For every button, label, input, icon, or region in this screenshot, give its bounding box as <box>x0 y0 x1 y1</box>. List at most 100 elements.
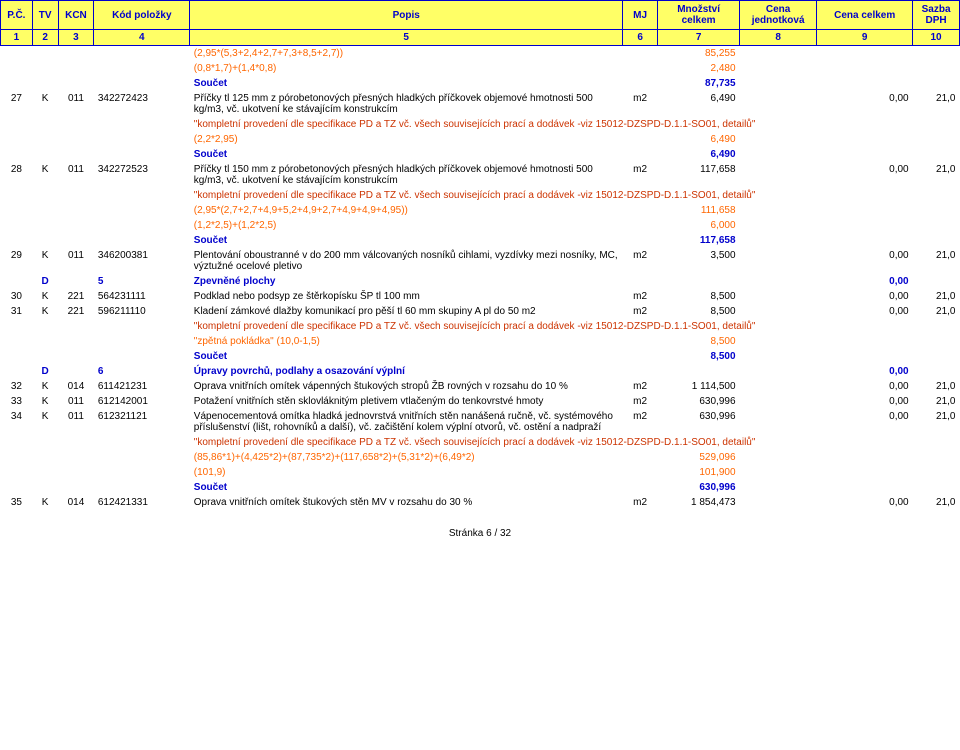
cell: "kompletní provedení dle specifikace PD … <box>190 117 960 132</box>
table-body: (2,95*(5,3+2,4+2,7+7,3+8,5+2,7))85,255(0… <box>1 46 960 511</box>
cell: 612321121 <box>94 409 190 435</box>
cell: D <box>32 364 58 379</box>
cell: 35 <box>1 495 33 510</box>
cell: 117,658 <box>658 162 740 188</box>
table-row: 30K221564231111Podklad nebo podsyp ze št… <box>1 289 960 304</box>
cell <box>1 46 190 62</box>
cell: 011 <box>58 409 94 435</box>
cell: 21,0 <box>913 91 960 117</box>
cell: 630,996 <box>658 409 740 435</box>
cell: 1 114,500 <box>658 379 740 394</box>
page-footer: Stránka 6 / 32 <box>0 528 960 547</box>
cell <box>740 409 817 435</box>
cell: 21,0 <box>913 495 960 510</box>
colnum: 10 <box>913 30 960 46</box>
cell: 21,0 <box>913 289 960 304</box>
cell: 221 <box>58 304 94 319</box>
table-row: Součet 6,490 <box>1 147 960 162</box>
cell: m2 <box>623 304 658 319</box>
th-mj: MJ <box>623 1 658 30</box>
cell <box>1 274 33 289</box>
cell: Zpevněné plochy <box>190 274 623 289</box>
cell: K <box>32 248 58 274</box>
th-cc: Cena celkem <box>817 1 913 30</box>
cell: K <box>32 495 58 510</box>
cell: 21,0 <box>913 379 960 394</box>
cell <box>913 274 960 289</box>
cell <box>623 334 658 349</box>
cell: Potažení vnitřních stěn sklovláknitým pl… <box>190 394 623 409</box>
cell: 0,00 <box>817 364 913 379</box>
colnum: 7 <box>658 30 740 46</box>
cell <box>740 289 817 304</box>
cell: 31 <box>1 304 33 319</box>
colnum: 4 <box>94 30 190 46</box>
table-row: (2,95*(5,3+2,4+2,7+7,3+8,5+2,7))85,255 <box>1 46 960 62</box>
table-row: "kompletní provedení dle specifikace PD … <box>1 319 960 334</box>
cell: Součet <box>190 480 623 495</box>
cell: 011 <box>58 248 94 274</box>
cell: (2,95*(5,3+2,4+2,7+7,3+8,5+2,7)) <box>190 46 623 62</box>
cell <box>740 334 960 349</box>
table-row: Součet630,996 <box>1 480 960 495</box>
cell: 221 <box>58 289 94 304</box>
cell: (101,9) <box>190 465 623 480</box>
cell: m2 <box>623 248 658 274</box>
table-header: P.Č. TV KCN Kód položky Popis MJ Množstv… <box>1 1 960 46</box>
cell: m2 <box>623 289 658 304</box>
cell: 32 <box>1 379 33 394</box>
cell <box>740 379 817 394</box>
th-kcn: KCN <box>58 1 94 30</box>
table-row: Součet87,735 <box>1 76 960 91</box>
cell <box>740 147 960 162</box>
cell: (0,8*1,7)+(1,4*0,8) <box>190 61 623 76</box>
cell <box>1 117 190 132</box>
cell <box>740 203 960 218</box>
cell: Součet <box>190 147 623 162</box>
cell: 0,00 <box>817 91 913 117</box>
table-row: (2,2*2,95)6,490 <box>1 132 960 147</box>
table-row: Součet117,658 <box>1 233 960 248</box>
cell: 28 <box>1 162 33 188</box>
cell: 0,00 <box>817 394 913 409</box>
cell <box>1 188 190 203</box>
cell <box>740 304 817 319</box>
cell: Příčky tl 125 mm z pórobetonových přesný… <box>190 91 623 117</box>
cell: 6,490 <box>658 147 740 162</box>
colnum: 3 <box>58 30 94 46</box>
cell: m2 <box>623 409 658 435</box>
cell: 0,00 <box>817 274 913 289</box>
cell: (2,2*2,95) <box>190 132 623 147</box>
cell: 0,00 <box>817 289 913 304</box>
cell: m2 <box>623 379 658 394</box>
cell: 117,658 <box>658 233 740 248</box>
cell <box>58 274 94 289</box>
cell: 33 <box>1 394 33 409</box>
th-popis: Popis <box>190 1 623 30</box>
cell: "kompletní provedení dle specifikace PD … <box>190 435 960 450</box>
cell: 8,500 <box>658 334 740 349</box>
cell <box>740 349 960 364</box>
cell: 8,500 <box>658 304 740 319</box>
cell: 346200381 <box>94 248 190 274</box>
cell: K <box>32 394 58 409</box>
cell <box>58 364 94 379</box>
cell: Příčky tl 150 mm z pórobetonových přesný… <box>190 162 623 188</box>
table-row: D5Zpevněné plochy0,00 <box>1 274 960 289</box>
cell: Plentování oboustranné v do 200 mm válco… <box>190 248 623 274</box>
table-row: "kompletní provedení dle specifikace PD … <box>1 117 960 132</box>
cell: K <box>32 289 58 304</box>
table-row: 35K014612421331Oprava vnitřních omítek š… <box>1 495 960 510</box>
th-pc: P.Č. <box>1 1 33 30</box>
cell: 011 <box>58 394 94 409</box>
cell <box>623 465 658 480</box>
cell <box>1 465 190 480</box>
cell <box>623 349 658 364</box>
cell: 8,500 <box>658 289 740 304</box>
cell: 014 <box>58 495 94 510</box>
cell <box>740 162 817 188</box>
table-row: "zpětná pokládka" (10,0-1,5)8,500 <box>1 334 960 349</box>
cell: D <box>32 274 58 289</box>
cell: (1,2*2,5)+(1,2*2,5) <box>190 218 623 233</box>
cell <box>913 364 960 379</box>
